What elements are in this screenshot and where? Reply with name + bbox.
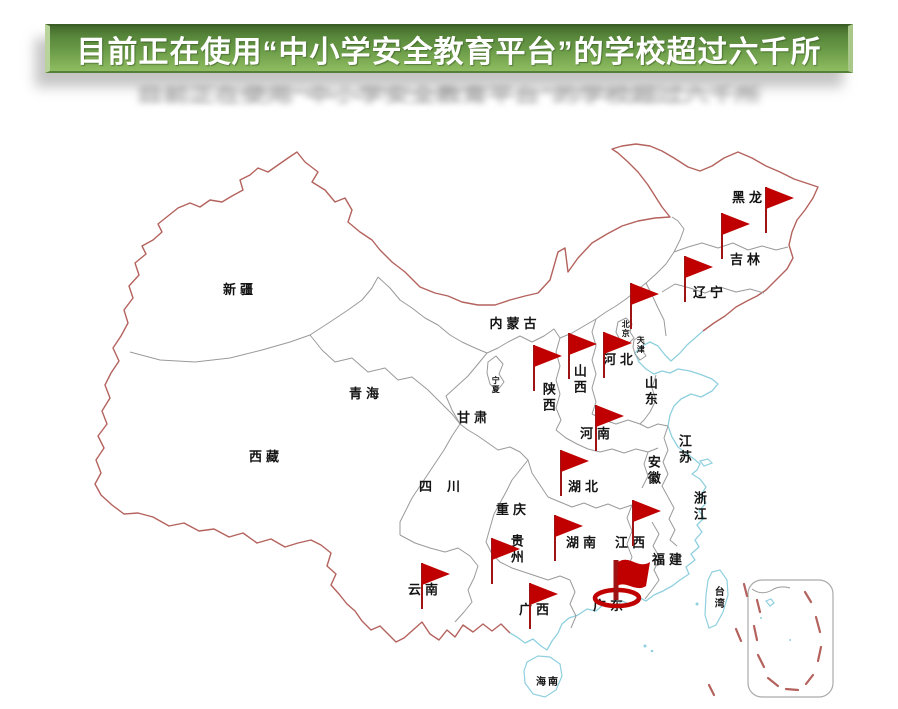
flag-marker-henan bbox=[595, 405, 624, 451]
flag-marker-hunan bbox=[554, 515, 583, 561]
small-island-dot bbox=[643, 644, 647, 648]
hainan-island bbox=[523, 655, 563, 698]
flag-marker-yunnan bbox=[421, 563, 450, 609]
small-island-dot bbox=[695, 602, 699, 606]
title-banner: 目前正在使用“中小学安全教育平台”的学校超过六千所 bbox=[45, 24, 853, 73]
province-label-sichuan: 四川 bbox=[418, 480, 476, 496]
nine-dash-line bbox=[755, 598, 762, 614]
province-label-tianjin: 天津 bbox=[636, 336, 647, 354]
province-label-shandong: 山东 bbox=[641, 376, 657, 408]
special-flag-marker-guangdong bbox=[592, 559, 650, 609]
province-label-chongqing: 重庆 bbox=[495, 503, 531, 519]
province-label-fujian: 福建 bbox=[651, 553, 687, 569]
flag-marker-heilongjiang-east bbox=[765, 187, 794, 233]
province-label-henan: 河南 bbox=[580, 428, 614, 442]
province-label-hubei: 湖北 bbox=[567, 480, 603, 496]
province-label-hebei: 河北 bbox=[602, 353, 638, 369]
coastline bbox=[509, 330, 719, 651]
province-label-jiangxi: 江西 bbox=[615, 537, 649, 551]
province-label-gansu: 甘肃 bbox=[456, 411, 492, 427]
country-border bbox=[94, 143, 819, 643]
province-label-zhejiang: 浙江 bbox=[690, 491, 706, 523]
flag-marker-guizhou bbox=[491, 538, 520, 584]
flag-marker-jilin bbox=[684, 256, 713, 302]
province-label-liaoning: 辽宁 bbox=[692, 286, 728, 302]
small-island-dot bbox=[650, 649, 654, 653]
province-label-shaanxi: 陕西 bbox=[539, 382, 555, 414]
inset-border bbox=[747, 579, 834, 698]
province-label-guangxi: 广西 bbox=[518, 603, 554, 619]
province-label-neimenggu: 内蒙古 bbox=[489, 317, 541, 333]
province-label-jiangsu: 江苏 bbox=[675, 434, 691, 466]
taiwan-island bbox=[704, 569, 729, 629]
dash-outside-inset bbox=[734, 627, 743, 643]
flag-marker-shanxi bbox=[568, 333, 597, 379]
province-label-ningxia: 宁夏 bbox=[491, 376, 502, 394]
province-label-xizang: 西藏 bbox=[248, 450, 284, 466]
south-china-sea-inset bbox=[707, 579, 834, 698]
dash-outside-inset bbox=[707, 683, 716, 697]
chongming-island bbox=[698, 458, 714, 467]
province-label-beijing: 北京 bbox=[621, 320, 632, 338]
flag-marker-jiangxi bbox=[632, 500, 661, 546]
flag-marker-hebei bbox=[603, 332, 632, 378]
flag-marker-heilongjiang-west bbox=[721, 213, 750, 259]
flag-marker-guangxi bbox=[529, 583, 558, 629]
banner-title: 目前正在使用“中小学安全教育平台”的学校超过六千所 bbox=[76, 35, 822, 69]
province-borders bbox=[129, 216, 789, 629]
dash-outside-inset bbox=[742, 582, 749, 598]
province-label-hainan: 海南 bbox=[536, 676, 560, 688]
province-label-heilongjiang: 黑龙 bbox=[731, 191, 767, 207]
province-label-taiwan: 台湾 bbox=[712, 586, 724, 610]
province-label-xinjiang: 新疆 bbox=[222, 283, 258, 299]
province-label-anhui: 安徽 bbox=[644, 455, 660, 487]
province-label-jilin: 吉林 bbox=[729, 253, 765, 269]
province-label-hunan: 湖南 bbox=[565, 536, 601, 552]
flag-marker-liaoning bbox=[630, 283, 659, 329]
flag-marker-hubei bbox=[560, 450, 589, 496]
province-label-shanxi: 山西 bbox=[570, 364, 586, 396]
flag-marker-shaanxi bbox=[533, 345, 562, 391]
province-label-qinghai: 青海 bbox=[348, 387, 384, 403]
